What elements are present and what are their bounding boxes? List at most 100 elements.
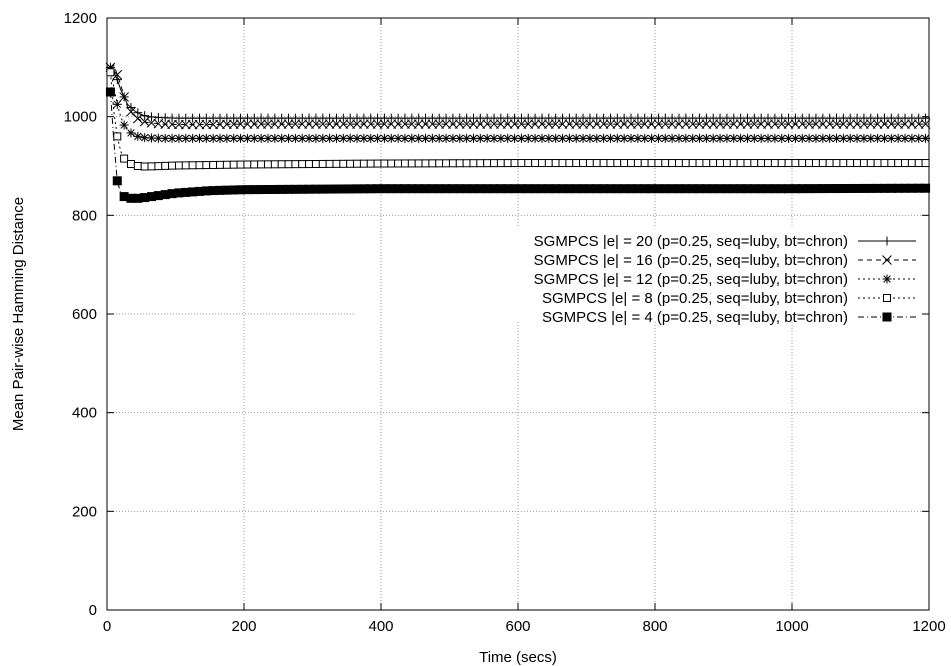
x-marker [728, 119, 739, 129]
open-square-marker [750, 159, 759, 168]
legend-label: SGMPCS |e| = 20 (p=0.25, seq=luby, bt=ch… [534, 233, 848, 250]
legend-label: SGMPCS |e| = 16 (p=0.25, seq=luby, bt=ch… [534, 252, 848, 269]
x-marker [290, 119, 301, 129]
star-marker [270, 133, 280, 143]
x-marker [639, 119, 650, 129]
open-square-marker [113, 132, 122, 141]
x-marker [838, 119, 849, 129]
star-marker [194, 133, 204, 143]
open-square-marker [147, 162, 156, 171]
star-marker [893, 133, 903, 143]
x-marker [722, 119, 732, 129]
star-marker [147, 133, 157, 143]
x-marker [489, 119, 499, 129]
x-marker [180, 119, 191, 130]
open-square-marker [346, 159, 355, 168]
plus-marker [140, 111, 150, 121]
x-marker [817, 119, 828, 129]
x-marker [913, 119, 924, 129]
y-tick-label: 800 [72, 207, 97, 224]
star-marker [736, 133, 746, 143]
star-marker [790, 133, 800, 143]
x-marker [900, 119, 910, 129]
x-marker [667, 119, 677, 129]
x-tick-label: 1200 [912, 618, 945, 635]
open-square-marker [469, 159, 478, 168]
open-square-marker [640, 159, 649, 168]
x-marker [537, 119, 547, 129]
star-marker [558, 133, 568, 143]
x-marker [770, 119, 780, 129]
x-marker [882, 255, 892, 265]
x-marker [132, 113, 143, 124]
open-square-marker [510, 159, 519, 168]
open-square-marker [120, 154, 129, 163]
x-marker [461, 119, 472, 129]
open-square-marker [154, 162, 163, 171]
open-square-marker [476, 159, 485, 168]
series-2 [105, 62, 931, 130]
x-marker [708, 119, 719, 129]
legend-entry: SGMPCS |e| = 16 (p=0.25, seq=luby, bt=ch… [534, 252, 916, 269]
x-tick-label: 200 [231, 618, 256, 635]
x-marker [386, 119, 397, 129]
x-marker [372, 119, 383, 129]
open-square-marker [544, 159, 553, 168]
open-square-marker [695, 159, 704, 168]
x-marker [393, 119, 403, 129]
x-marker [626, 119, 636, 129]
open-square-marker [435, 159, 444, 168]
open-square-marker [613, 159, 622, 168]
open-square-marker [791, 159, 800, 168]
x-marker [660, 119, 671, 129]
open-square-marker [250, 160, 259, 169]
open-square-marker [681, 159, 690, 168]
x-marker [434, 119, 445, 129]
open-square-marker [483, 159, 492, 168]
x-marker [687, 119, 698, 129]
series-5 [105, 87, 931, 203]
x-marker [263, 119, 273, 129]
open-square-marker [270, 160, 279, 169]
open-square-marker [770, 159, 779, 168]
x-marker [612, 119, 623, 129]
star-marker [201, 133, 211, 143]
x-marker [804, 119, 814, 129]
x-marker [167, 119, 177, 130]
star-marker [804, 133, 814, 143]
y-tick-label: 1000 [64, 109, 97, 126]
star-marker [249, 133, 259, 143]
open-square-marker [325, 159, 334, 168]
star-marker [571, 133, 581, 143]
star-marker [770, 133, 780, 143]
filled-square-marker [921, 183, 931, 193]
series-line [110, 64, 929, 126]
x-marker [441, 119, 451, 129]
open-square-marker [784, 159, 793, 168]
x-marker [790, 119, 801, 129]
open-square-marker [647, 159, 656, 168]
open-square-marker [291, 160, 300, 169]
x-marker [427, 119, 438, 129]
open-square-marker [531, 159, 540, 168]
x-marker [920, 119, 931, 129]
x-marker [297, 119, 308, 129]
star-marker [907, 133, 917, 143]
x-marker [550, 119, 561, 129]
x-marker [283, 119, 294, 129]
open-square-marker [318, 159, 327, 168]
star-marker [681, 133, 691, 143]
x-marker [886, 119, 897, 129]
x-marker [222, 119, 232, 130]
open-square-marker [579, 159, 588, 168]
star-marker [921, 133, 931, 143]
x-marker [680, 119, 691, 129]
x-marker [585, 119, 595, 129]
x-axis-label: Time (secs) [479, 649, 557, 666]
x-marker [215, 119, 225, 130]
open-square-marker [188, 161, 197, 170]
open-square-marker [551, 159, 560, 168]
open-square-marker [873, 159, 882, 168]
open-square-marker [620, 159, 629, 168]
open-square-marker [585, 159, 594, 168]
